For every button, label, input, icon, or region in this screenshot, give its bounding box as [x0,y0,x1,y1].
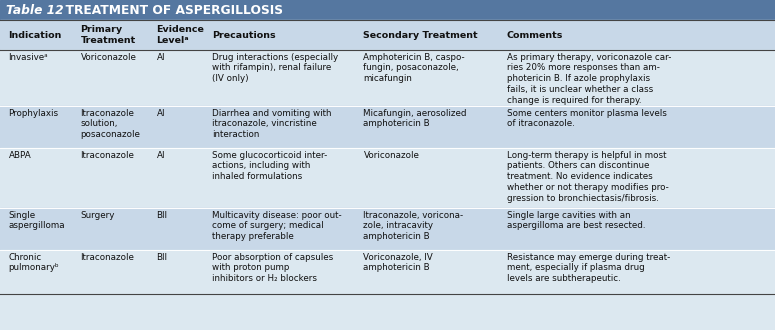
Text: Itraconazole: Itraconazole [81,150,135,160]
Text: AI: AI [157,109,165,117]
Text: Itraconazole
solution,
posaconazole: Itraconazole solution, posaconazole [81,109,140,139]
Bar [0,250,775,294]
Text: Voriconazole, IV
amphotericin B: Voriconazole, IV amphotericin B [363,253,433,272]
Bar [0,50,775,106]
Bar [0,208,775,250]
Text: BII: BII [157,253,167,262]
Bar [0,148,775,208]
Text: ABPA: ABPA [9,150,31,160]
Text: Surgery: Surgery [81,211,115,220]
Text: TREATMENT OF ASPERGILLOSIS: TREATMENT OF ASPERGILLOSIS [57,4,284,17]
Bar [0,0,775,20]
Text: Amphotericin B, caspo-
fungin, posaconazole,
micafungin: Amphotericin B, caspo- fungin, posaconaz… [363,53,465,83]
Text: Voriconazole: Voriconazole [81,53,136,62]
Text: Primary
Treatment: Primary Treatment [81,25,136,45]
Text: AI: AI [157,150,165,160]
Bar [0,20,775,50]
Text: BII: BII [157,211,167,220]
Text: Comments: Comments [507,30,563,40]
Text: Some centers monitor plasma levels
of itraconazole.: Some centers monitor plasma levels of it… [507,109,666,128]
Text: Long-term therapy is helpful in most
patients. Others can discontinue
treatment.: Long-term therapy is helpful in most pat… [507,150,669,203]
Text: Table 12: Table 12 [6,4,64,17]
Text: Itraconazole: Itraconazole [81,253,135,262]
Text: Some glucocorticoid inter-
actions, including with
inhaled formulations: Some glucocorticoid inter- actions, incl… [212,150,328,181]
Text: As primary therapy, voriconazole car-
ries 20% more responses than am-
photerici: As primary therapy, voriconazole car- ri… [507,53,671,105]
Text: Poor absorption of capsules
with proton pump
inhibitors or H₂ blockers: Poor absorption of capsules with proton … [212,253,333,283]
Text: Multicavity disease: poor out-
come of surgery; medical
therapy preferable: Multicavity disease: poor out- come of s… [212,211,342,241]
Text: Micafungin, aerosolized
amphotericin B: Micafungin, aerosolized amphotericin B [363,109,467,128]
Text: Precautions: Precautions [212,30,276,40]
Text: AI: AI [157,53,165,62]
Bar [0,294,775,330]
Text: Itraconazole, voricona-
zole, intracavity
amphotericin B: Itraconazole, voricona- zole, intracavit… [363,211,463,241]
Text: Evidence
Levelᵃ: Evidence Levelᵃ [157,25,205,45]
Text: Secondary Treatment: Secondary Treatment [363,30,478,40]
Text: Chronic
pulmonaryᵇ: Chronic pulmonaryᵇ [9,253,59,272]
Bar [0,106,775,148]
Text: Prophylaxis: Prophylaxis [9,109,59,117]
Text: Voriconazole: Voriconazole [363,150,419,160]
Text: Invasiveᵃ: Invasiveᵃ [9,53,48,62]
Text: Diarrhea and vomiting with
itraconazole, vincristine
interaction: Diarrhea and vomiting with itraconazole,… [212,109,332,139]
Text: Single large cavities with an
aspergilloma are best resected.: Single large cavities with an aspergillo… [507,211,646,230]
Text: Resistance may emerge during treat-
ment, especially if plasma drug
levels are s: Resistance may emerge during treat- ment… [507,253,670,283]
Text: Drug interactions (especially
with rifampin), renal failure
(IV only): Drug interactions (especially with rifam… [212,53,339,83]
Text: Indication: Indication [9,30,62,40]
Text: Single
aspergilloma: Single aspergilloma [9,211,65,230]
